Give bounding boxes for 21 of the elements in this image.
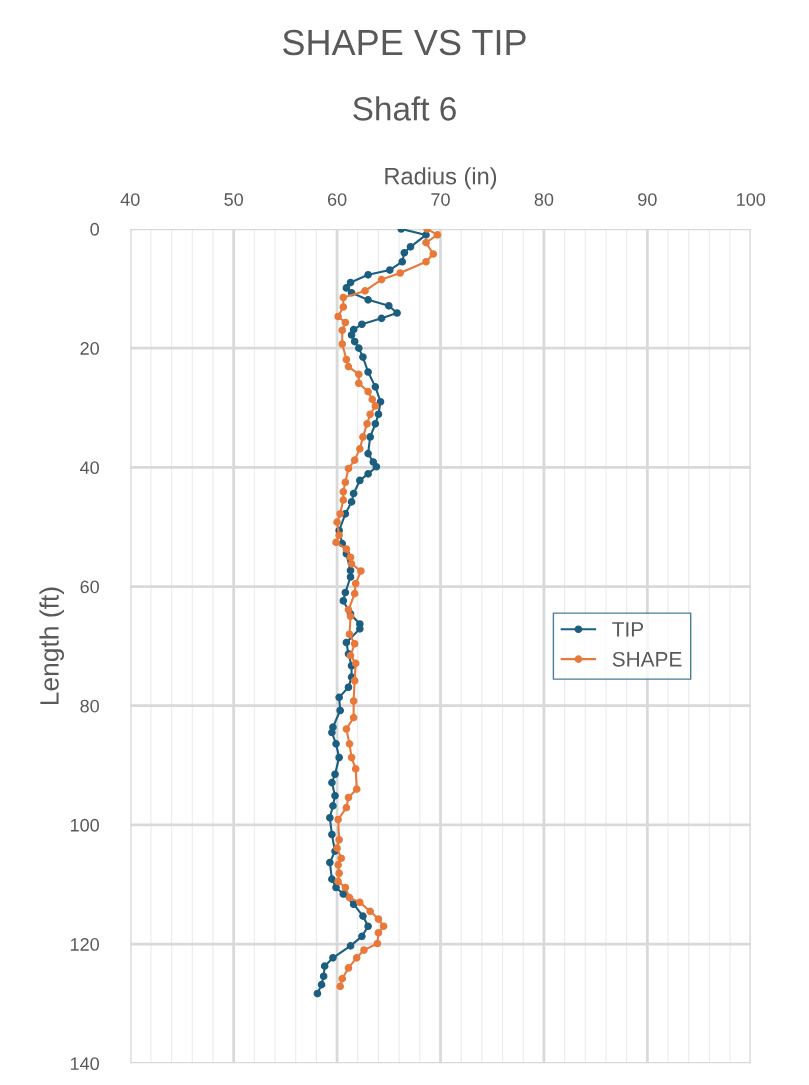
y-tick-label: 100 <box>70 818 99 832</box>
x-tick-label: 80 <box>534 193 554 206</box>
x-tick-label: 70 <box>431 193 450 206</box>
x-tick-label: 90 <box>638 193 657 206</box>
y-tick-label: 60 <box>80 580 99 594</box>
chart-title: SHAPE VS TIP <box>283 29 526 56</box>
y-axis-title: Length (ft) <box>39 587 65 705</box>
y-tick-label: 40 <box>80 461 99 475</box>
y-tick-label: 140 <box>70 1057 99 1071</box>
x-tick-label: 40 <box>120 193 140 206</box>
legend-label: SHAPE <box>612 651 682 667</box>
y-tick-label: 120 <box>70 938 99 951</box>
x-tick-label: 50 <box>224 193 243 206</box>
x-axis-title: Radius (in) <box>385 167 497 190</box>
chart-subtitle: Shaft 6 <box>353 96 456 121</box>
y-tick-label: 80 <box>80 699 99 713</box>
y-tick-label: 20 <box>80 342 99 355</box>
x-tick-label: 100 <box>737 193 766 206</box>
x-tick-label: 60 <box>327 193 347 206</box>
legend-label: TIP <box>612 622 644 637</box>
y-tick-label: 0 <box>90 222 99 236</box>
